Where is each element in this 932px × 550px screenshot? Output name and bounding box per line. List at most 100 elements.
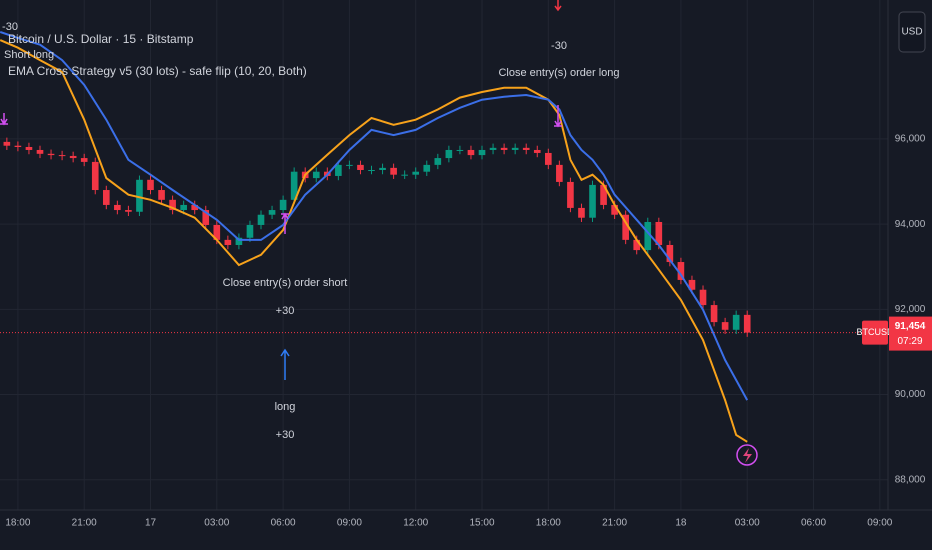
marker xyxy=(554,0,562,12)
candle-body xyxy=(644,221,652,251)
y-tick-label: 88,000 xyxy=(895,474,926,485)
candle-body xyxy=(36,149,44,154)
ema-line xyxy=(0,31,749,401)
x-tick-label: 18 xyxy=(675,518,687,529)
symbol-tag-box xyxy=(862,320,888,345)
candle-body xyxy=(368,170,375,171)
countdown: 07:29 xyxy=(897,336,922,347)
candle-body xyxy=(213,224,221,240)
candle-body xyxy=(467,149,475,156)
candle-body xyxy=(533,149,541,153)
y-tick-label: 96,000 xyxy=(895,134,926,145)
candle-body xyxy=(279,199,287,211)
candle-body xyxy=(246,224,254,238)
candle-body xyxy=(136,179,143,212)
candle-body xyxy=(80,158,88,162)
candle-body xyxy=(699,289,707,306)
x-tick-label: 06:00 xyxy=(271,518,296,529)
candle-body xyxy=(335,164,342,176)
candle-body xyxy=(489,147,497,150)
annotation: +30 xyxy=(276,429,295,441)
candle-body xyxy=(235,237,243,245)
candle-body xyxy=(633,239,641,251)
candle-body xyxy=(312,171,320,179)
candle-body xyxy=(224,239,232,245)
candle-body xyxy=(125,210,132,212)
candle-body xyxy=(544,152,552,165)
candle-body xyxy=(511,147,519,150)
marker xyxy=(554,105,562,128)
candle-body xyxy=(147,179,154,191)
candle-body xyxy=(743,314,751,333)
y-tick-label: 90,000 xyxy=(895,389,926,400)
currency-label: USD xyxy=(901,27,922,38)
candle-body xyxy=(611,204,618,215)
annotation: +30 xyxy=(276,305,295,317)
candle-body xyxy=(268,210,276,215)
candle-body xyxy=(556,164,563,182)
y-tick-label: 94,000 xyxy=(895,219,926,230)
y-tick-label: 92,000 xyxy=(895,304,926,315)
candle-body xyxy=(677,262,685,280)
candle-body xyxy=(158,190,165,200)
candle-body xyxy=(401,174,408,176)
candle-body xyxy=(91,161,99,191)
candle-body xyxy=(257,214,265,225)
x-tick-label: 09:00 xyxy=(867,518,892,529)
x-tick-label: 18:00 xyxy=(5,518,30,529)
candle-body xyxy=(578,207,585,218)
symbol-title: Bitcoin / U.S. Dollar · 15 · Bitstamp xyxy=(8,32,194,46)
x-tick-label: 12:00 xyxy=(403,518,428,529)
candle-body xyxy=(114,204,121,211)
candle-body xyxy=(25,146,33,150)
currency-button[interactable] xyxy=(898,11,926,53)
candle-body xyxy=(589,184,596,218)
candle-body xyxy=(102,190,110,205)
candle-body xyxy=(191,204,199,211)
x-tick-label: 17 xyxy=(145,518,157,529)
candle-body xyxy=(290,171,298,200)
annotation: long xyxy=(275,401,296,413)
candle-body xyxy=(600,184,607,205)
indicator-title: EMA Cross Strategy v5 (30 lots) - safe f… xyxy=(8,64,307,78)
candle-body xyxy=(567,181,574,208)
marker xyxy=(281,212,289,234)
marker xyxy=(280,348,290,380)
candle-body xyxy=(423,164,431,172)
candle-body xyxy=(357,164,364,170)
candle-body xyxy=(180,204,187,211)
ema-line xyxy=(0,39,748,443)
icon xyxy=(743,448,752,463)
x-tick-label: 09:00 xyxy=(337,518,362,529)
annotation: -30 xyxy=(2,21,18,33)
icon[interactable] xyxy=(736,444,758,466)
x-tick-label: 06:00 xyxy=(801,518,826,529)
marker xyxy=(0,113,8,126)
candle-body xyxy=(412,171,420,175)
price-tag-box xyxy=(889,316,932,351)
candle-body xyxy=(622,214,629,240)
candle-body xyxy=(478,149,486,156)
x-tick-label: 18:00 xyxy=(536,518,561,529)
annotation: -30 xyxy=(551,40,567,52)
x-tick-label: 03:00 xyxy=(204,518,229,529)
price-tag: 91,454 xyxy=(895,321,926,332)
candle-body xyxy=(456,149,464,151)
x-tick-label: 03:00 xyxy=(735,518,760,529)
candle-body xyxy=(47,153,55,156)
candle-body xyxy=(732,314,740,330)
annotation: Short long xyxy=(4,49,54,61)
candle-body xyxy=(390,167,397,175)
x-tick-label: 21:00 xyxy=(72,518,97,529)
candle-body xyxy=(500,147,508,150)
candle-body xyxy=(666,244,674,263)
candle-body xyxy=(655,221,663,245)
candle-body xyxy=(434,158,442,165)
candle-body xyxy=(346,164,353,166)
candle-body xyxy=(710,305,718,323)
candle-body xyxy=(3,141,11,146)
symbol-tag: BTCUSD xyxy=(856,327,894,337)
x-tick-label: 21:00 xyxy=(602,518,627,529)
